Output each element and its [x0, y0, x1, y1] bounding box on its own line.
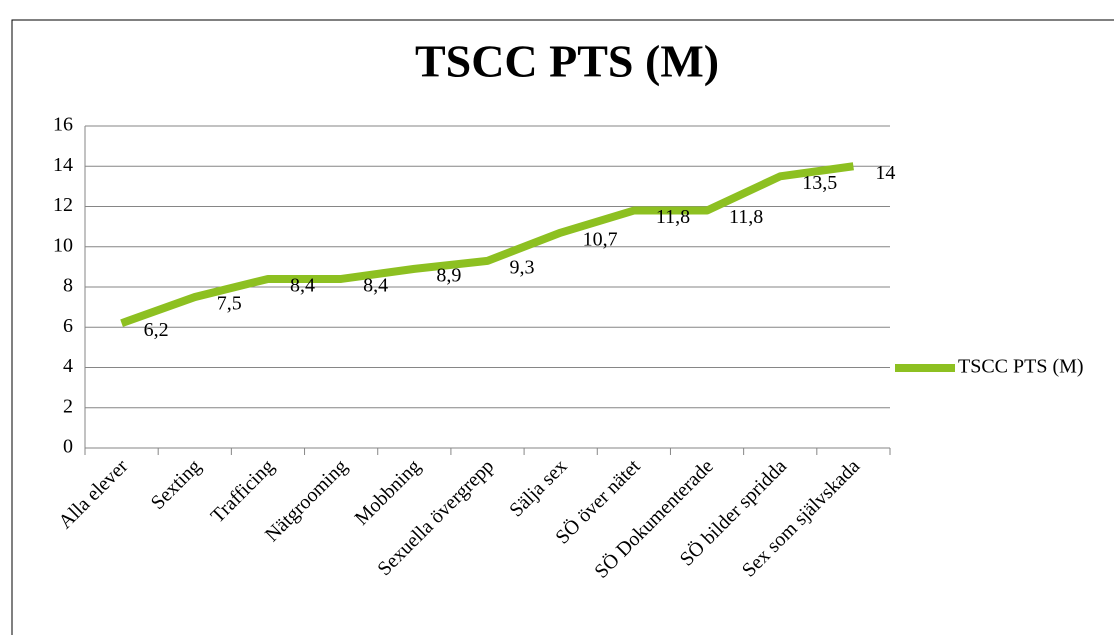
y-tick-label: 8: [63, 275, 73, 297]
data-label: 6,2: [144, 319, 169, 341]
series-line: [120, 162, 854, 327]
data-label: 9,3: [510, 256, 535, 278]
data-label: 8,4: [290, 275, 315, 297]
data-label: 14: [875, 162, 895, 184]
y-tick-label: 0: [63, 436, 73, 458]
data-label: 13,5: [802, 172, 837, 194]
legend-label: TSCC PTS (M): [958, 356, 1084, 378]
data-label: 8,9: [436, 264, 461, 286]
data-label: 10,7: [583, 228, 618, 250]
y-tick-label: 6: [63, 315, 73, 337]
data-label: 8,4: [363, 275, 388, 297]
chart-title: TSCC PTS (M): [415, 36, 719, 87]
y-tick-label: 4: [63, 355, 73, 377]
y-tick-label: 12: [53, 194, 73, 216]
data-label: 7,5: [217, 293, 242, 315]
y-tick-label: 2: [63, 395, 73, 417]
y-tick-label: 16: [53, 114, 73, 136]
data-label: 11,8: [656, 206, 690, 228]
y-tick-label: 14: [53, 154, 73, 176]
y-tick-label: 10: [53, 234, 73, 256]
data-label: 11,8: [729, 206, 763, 228]
